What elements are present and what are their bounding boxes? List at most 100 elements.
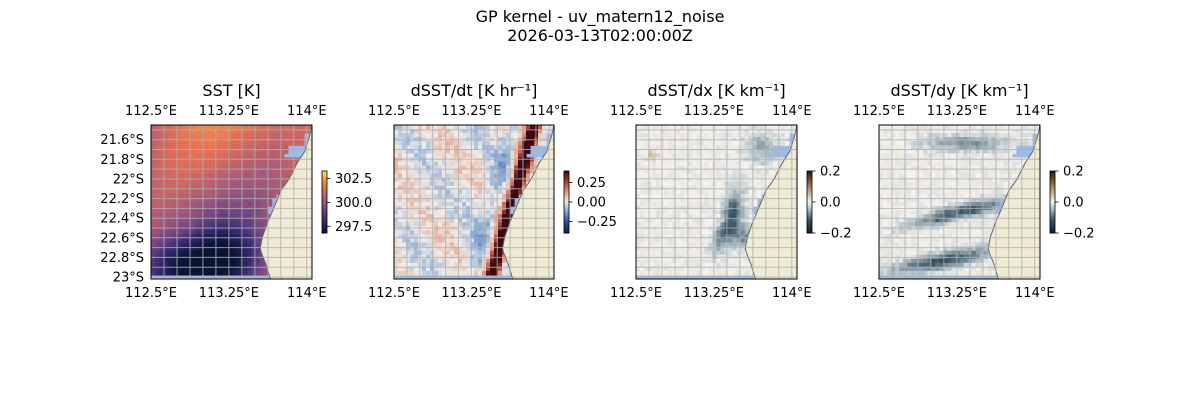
heatmap-cell	[664, 173, 669, 179]
heatmap-cell	[398, 230, 403, 236]
heatmap-cell	[688, 197, 693, 203]
heatmap-cell	[414, 169, 419, 175]
heatmap-cell	[506, 141, 511, 146]
heatmap-cell	[283, 125, 289, 130]
heatmap-cell	[267, 125, 273, 130]
heatmap-cell	[1007, 125, 1013, 130]
heatmap-cell	[676, 242, 681, 248]
heatmap-cell	[692, 161, 697, 167]
heatmap-cell	[498, 234, 503, 240]
heatmap-cell	[171, 145, 176, 150]
heatmap-cell	[1015, 125, 1021, 130]
heatmap-cell	[438, 250, 443, 256]
heatmap-cell	[195, 202, 200, 207]
heatmap-cell	[151, 177, 156, 183]
heatmap-cell	[486, 226, 491, 231]
heatmap-cell	[458, 193, 463, 199]
heatmap-cell	[951, 230, 957, 236]
heatmap-cell	[891, 173, 896, 179]
heatmap-cell	[438, 149, 443, 154]
heatmap-cell	[434, 189, 439, 195]
heatmap-cell	[947, 161, 953, 167]
heatmap-cell	[502, 234, 507, 240]
heatmap-cell	[410, 262, 415, 268]
heatmap-cell	[474, 258, 479, 264]
heatmap-cell	[406, 185, 411, 191]
heatmap-cell	[899, 169, 904, 175]
heatmap-cell	[183, 185, 188, 191]
heatmap-cell	[640, 165, 645, 171]
heatmap-cell	[720, 165, 726, 171]
heatmap-cell	[478, 246, 483, 252]
heatmap-cell	[287, 125, 293, 130]
heatmap-cell	[656, 153, 661, 159]
heatmap-cell	[219, 153, 225, 159]
heatmap-cell	[438, 153, 443, 159]
heatmap-cell	[708, 218, 714, 223]
heatmap-cell	[959, 125, 965, 130]
heatmap-cell	[736, 133, 742, 138]
heatmap-cell	[696, 149, 701, 154]
heatmap-cell	[684, 197, 689, 203]
heatmap-cell	[768, 133, 774, 138]
heatmap-cell	[486, 202, 491, 207]
heatmap-cell	[478, 238, 483, 244]
heatmap-cell	[215, 250, 221, 256]
heatmap-cell	[271, 129, 277, 134]
heatmap-cell	[656, 226, 661, 231]
heatmap-cell	[919, 173, 924, 179]
heatmap-cell	[458, 242, 463, 248]
heatmap-cell	[454, 189, 459, 195]
heatmap-cell	[987, 202, 993, 207]
heatmap-cell	[458, 177, 463, 183]
heatmap-cell	[263, 214, 269, 219]
heatmap-cell	[935, 161, 940, 167]
heatmap-cell	[636, 230, 641, 236]
heatmap-cell	[716, 242, 722, 248]
heatmap-cell	[744, 230, 750, 236]
heatmap-cell	[215, 197, 221, 203]
heatmap-cell	[939, 210, 944, 215]
heatmap-cell	[450, 210, 455, 215]
heatmap-cell	[402, 165, 407, 171]
heatmap-cell	[736, 169, 742, 175]
heatmap-cell	[179, 173, 184, 179]
heatmap-cell	[947, 189, 953, 195]
heatmap-cell	[883, 177, 888, 183]
heatmap-cell	[955, 202, 961, 207]
heatmap-cell	[235, 141, 241, 146]
heatmap-cell	[947, 133, 953, 138]
heatmap-cell	[438, 246, 443, 252]
heatmap-cell	[971, 173, 977, 179]
heatmap-cell	[728, 193, 734, 199]
heatmap-cell	[887, 153, 892, 159]
heatmap-cell	[640, 145, 645, 150]
heatmap-cell	[780, 133, 786, 138]
heatmap-cell	[215, 129, 221, 134]
x-tick-label-top: 113.25°E	[199, 104, 259, 119]
heatmap-cell	[700, 189, 706, 195]
heatmap-cell	[720, 202, 726, 207]
heatmap-cell	[712, 177, 718, 183]
heatmap-cell	[1003, 125, 1009, 130]
heatmap-cell	[987, 210, 993, 215]
heatmap-cell	[211, 250, 216, 256]
heatmap-cell	[203, 202, 208, 207]
heatmap-cell	[963, 185, 969, 191]
heatmap-cell	[251, 125, 257, 130]
heatmap-cell	[155, 185, 160, 191]
heatmap-cell	[891, 230, 896, 236]
heatmap-cell	[760, 165, 766, 171]
heatmap-cell	[163, 177, 168, 183]
heatmap-cell	[223, 246, 229, 252]
heatmap-cell	[550, 129, 554, 134]
heatmap-cell	[764, 173, 770, 179]
heatmap-cell	[159, 145, 164, 150]
heatmap-cell	[712, 226, 718, 231]
heatmap-cell	[692, 141, 697, 146]
heatmap-cell	[971, 149, 977, 154]
heatmap-cell	[1007, 133, 1013, 138]
heatmap-cell	[732, 145, 738, 150]
heatmap-cell	[514, 145, 519, 150]
heatmap-cell	[764, 129, 770, 134]
